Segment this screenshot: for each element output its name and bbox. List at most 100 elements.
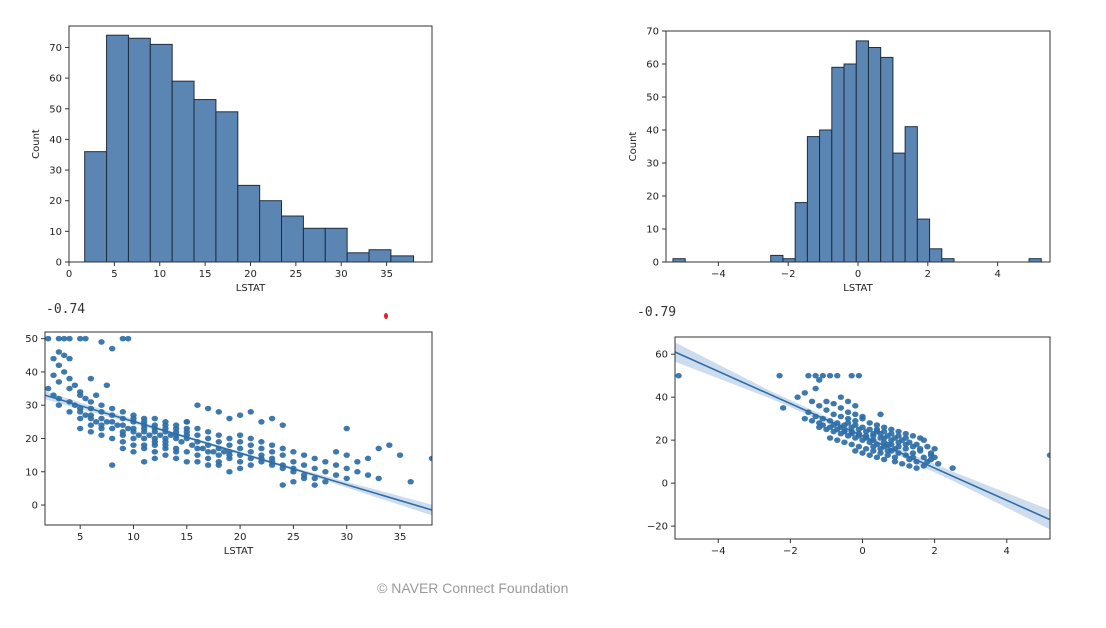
scatter-point [268,448,276,455]
scatter-point [808,418,816,424]
scatter-point [279,482,286,488]
scatter-point [852,411,859,418]
scatter-point [855,443,863,450]
histogram-bar [892,152,906,263]
scatter-point [834,372,841,379]
scatter-point [247,435,254,442]
scatter-point [124,425,132,432]
scatter-point [880,424,888,431]
scatter-point [888,426,895,433]
y-tick-label: 0 [653,258,659,269]
scatter-point [844,398,852,405]
y-tick-label: 0 [32,501,38,512]
scatter-point [816,377,823,383]
scatter-point [812,385,819,392]
y-tick-label: 50 [49,104,62,115]
histogram-bar [106,34,129,263]
scatter-point [920,437,927,443]
plot-frame [44,331,433,526]
scatter-point [108,419,116,425]
x-tick-label: 35 [394,532,407,543]
scatter-point [1046,452,1050,458]
scatter-point [183,448,190,455]
scatter-point [87,429,95,435]
y-axis-label: Count [628,132,639,162]
scatter-point [826,435,834,441]
scatter-point [236,465,244,472]
x-tick-label: −4 [711,269,726,280]
x-tick-label: 4 [994,269,1000,280]
scatter-point [300,462,308,468]
histogram-bar [84,151,108,263]
histogram-bar [390,255,415,263]
y-tick-label: 30 [646,159,659,170]
cursor-marker-dot [384,313,388,319]
scatter-point [902,430,909,437]
scatter-point [916,448,924,454]
scatter-point [98,415,105,422]
y-tick-label: 20 [646,192,659,203]
y-tick-label: 70 [646,27,659,38]
scatter-point [300,452,308,458]
x-tick-label: 15 [199,269,212,280]
scatter-point [902,435,909,441]
scatter-point [895,428,902,435]
scatter-point [55,335,63,342]
x-tick-label: 4 [1004,546,1010,557]
scatter-point [877,445,884,452]
scatter-point [279,445,286,452]
scatter-point [888,430,895,437]
scatter-point [913,441,920,448]
x-tick-label: 30 [335,269,348,280]
lstat-histogram-chart: 0 5 10 15 20 25 30 35 0 10 20 30 40 50 60 70 LSTAT Count [31,25,433,294]
scatter-point [826,372,834,379]
histogram-bar [904,126,918,263]
scatter-point [311,455,318,462]
scatter-point [873,422,881,428]
histogram-bar [929,248,943,263]
x-axis-label: LSTAT [224,546,254,557]
scatter-point [76,392,84,399]
scatter-point [877,450,884,456]
scatter-point [76,415,84,422]
scatter-point [870,433,877,439]
scatter-point [194,445,201,452]
x-tick-label: 10 [127,532,140,543]
scatter-point [949,465,956,471]
scatter-point [884,452,891,458]
y-tick-label: 50 [25,334,38,345]
scatter-point [909,450,917,456]
scatter-point [862,445,870,452]
scatter-point [45,335,52,342]
scatter-point [66,409,73,415]
scatter-point [779,405,787,411]
x-tick-label: 5 [111,269,117,280]
scatter-point [247,462,254,468]
scatter-point [183,425,190,432]
scatter-point [76,335,84,342]
scatter-point [675,372,682,379]
scatter-point [290,478,297,485]
scatter-point [364,472,372,478]
scatter-point [852,418,859,424]
scatter-point [103,419,111,425]
x-tick-label: −2 [783,546,798,557]
scatter-point [55,402,63,409]
scatter-point [931,445,938,452]
scatter-point [866,420,873,426]
scatter-point [880,428,888,435]
scatter-point [794,394,801,400]
scatter-point [268,415,276,422]
scatter-point [873,454,881,461]
scatter-point [204,405,212,412]
scatter-point [386,442,393,448]
scatter-point [151,415,159,422]
histogram-bar [193,99,217,263]
scatter-point [82,335,89,342]
scatter-point [808,398,816,405]
y-tick-label: 20 [49,196,62,207]
scatter-point [236,412,244,418]
scatter-point [258,439,265,445]
scatter-point [258,419,265,425]
scatter-point [354,468,361,475]
